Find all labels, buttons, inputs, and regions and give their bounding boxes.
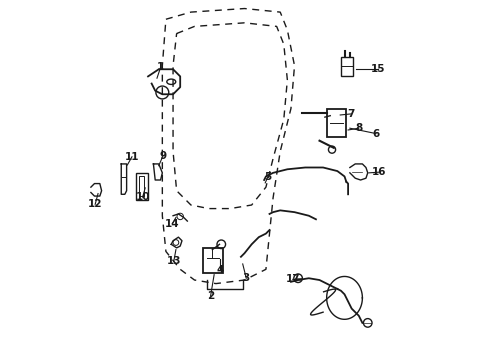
Text: 4: 4 bbox=[216, 265, 224, 275]
Text: 11: 11 bbox=[124, 152, 139, 162]
Text: 6: 6 bbox=[371, 129, 379, 139]
Text: 10: 10 bbox=[135, 192, 150, 202]
Text: 17: 17 bbox=[285, 274, 300, 284]
Text: 1: 1 bbox=[157, 63, 164, 72]
Text: 14: 14 bbox=[164, 219, 179, 229]
FancyBboxPatch shape bbox=[326, 109, 346, 137]
Text: 9: 9 bbox=[159, 151, 166, 161]
Text: 5: 5 bbox=[264, 172, 271, 182]
Text: 3: 3 bbox=[242, 273, 249, 283]
FancyBboxPatch shape bbox=[203, 248, 223, 273]
FancyBboxPatch shape bbox=[139, 176, 144, 196]
Text: 8: 8 bbox=[354, 123, 362, 133]
FancyBboxPatch shape bbox=[135, 173, 148, 200]
Text: 7: 7 bbox=[346, 109, 354, 119]
Text: 16: 16 bbox=[371, 167, 386, 177]
Text: 13: 13 bbox=[166, 256, 181, 266]
Text: 2: 2 bbox=[206, 291, 214, 301]
Text: 12: 12 bbox=[88, 199, 102, 209]
Text: 15: 15 bbox=[370, 64, 385, 73]
FancyBboxPatch shape bbox=[340, 57, 353, 76]
